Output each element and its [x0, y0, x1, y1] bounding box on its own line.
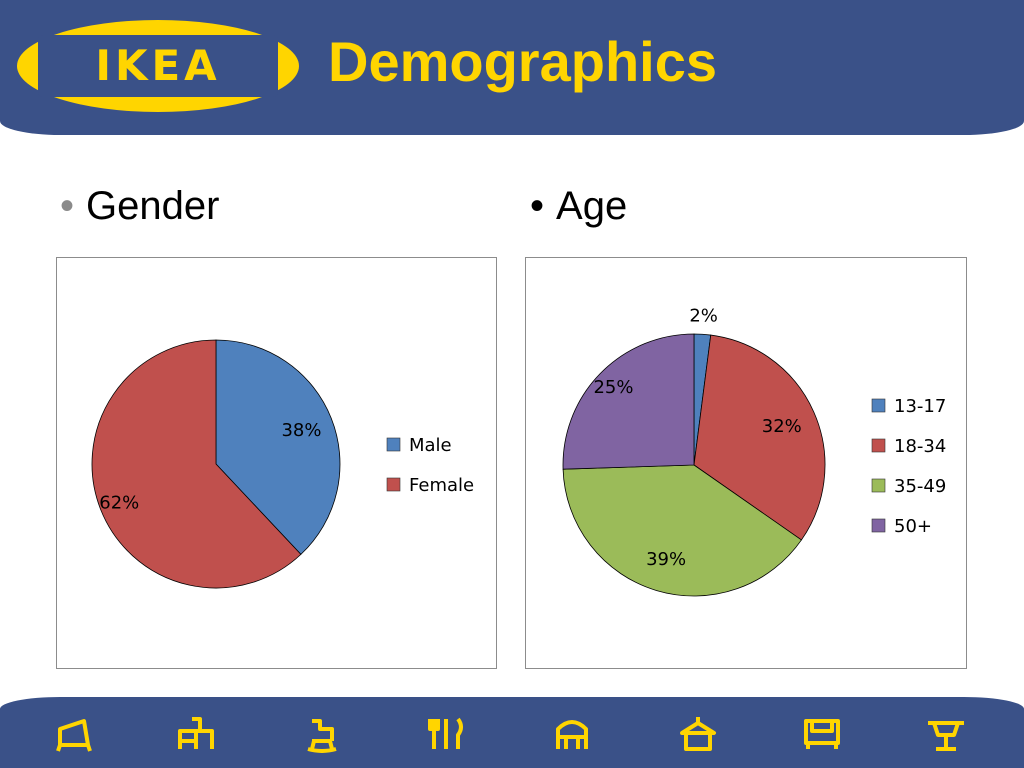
pie-slice-male: [215, 339, 341, 555]
pie-slice-35-49: [562, 464, 802, 597]
age-chart-frame: 2% 32% 39% 25% 13-17 18-34 35-49 50+: [525, 257, 967, 669]
cutlery-icon: [428, 717, 463, 749]
data-label-male: 38%: [281, 420, 321, 441]
ikea-logo-box: [38, 35, 278, 97]
sofa-icon: [804, 719, 840, 749]
rocking-horse-icon: [307, 719, 337, 753]
armchair-icon: [556, 720, 588, 749]
data-label-50: 25%: [593, 377, 633, 398]
page-title: Demographics: [328, 30, 717, 93]
ikea-logo-text: IKEA: [95, 41, 221, 90]
data-label-18-34: 32%: [762, 416, 802, 437]
bullet-gender-label: Gender: [86, 184, 220, 228]
bullet-dot: •: [60, 184, 75, 228]
pie-slice-18-34: [693, 334, 826, 541]
legend-swatch-35-49: [871, 478, 886, 493]
bullet-age-label: Age: [556, 184, 628, 228]
legend-label-50: 50+: [894, 516, 932, 537]
footer-banner: [0, 697, 1024, 768]
legend-label-35-49: 35-49: [894, 476, 946, 497]
legend-swatch-13-17: [871, 398, 886, 413]
lamp-icon: [680, 717, 716, 751]
pie-slice-female: [91, 339, 302, 589]
legend-label-13-17: 13-17: [894, 396, 946, 417]
legend-swatch-18-34: [871, 438, 886, 453]
bullet-gender: • Gender: [60, 180, 219, 232]
data-label-35-49: 39%: [646, 549, 686, 570]
legend-swatch-50: [871, 518, 886, 533]
data-label-13-17: 2%: [689, 305, 718, 326]
desk-icon: [178, 717, 214, 749]
header-banner: IKEA Demographics: [0, 0, 1024, 135]
data-label-female: 62%: [99, 492, 139, 513]
gender-pie-chart: 38% 62% Male Female: [91, 339, 474, 589]
legend-label-male: Male: [409, 435, 452, 456]
bullet-age: • Age: [530, 180, 627, 232]
gender-chart-frame: 38% 62% Male Female: [56, 257, 497, 669]
legend-label-18-34: 18-34: [894, 436, 946, 457]
bullet-dot: •: [530, 184, 545, 228]
legend-swatch-male: [386, 437, 401, 452]
legend-label-female: Female: [409, 475, 474, 496]
pie-slice-50: [562, 333, 695, 470]
age-pie-chart: 2% 32% 39% 25% 13-17 18-34 35-49 50+: [562, 305, 946, 597]
table-icon: [928, 721, 964, 751]
legend-swatch-female: [386, 477, 401, 492]
chair-icon: [56, 719, 92, 752]
